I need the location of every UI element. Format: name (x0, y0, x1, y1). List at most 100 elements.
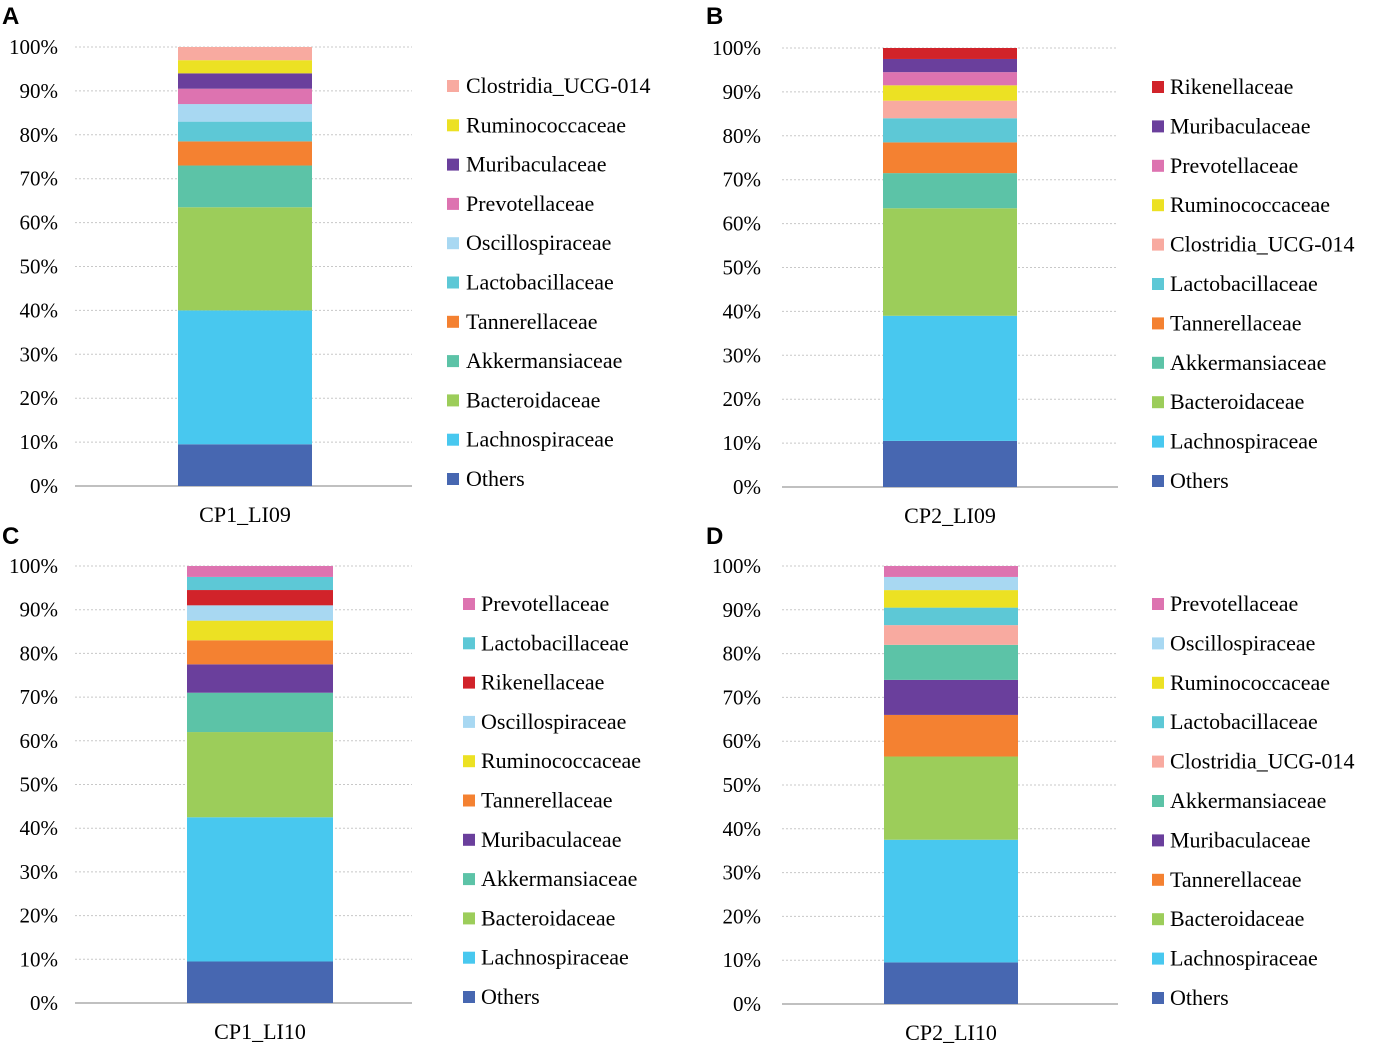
y-tick-label: 90% (20, 79, 59, 103)
bar-segment-others (884, 962, 1018, 1004)
legend-swatch (1152, 435, 1164, 448)
bar-segment-rikenellaceae (883, 48, 1017, 59)
y-tick-label: 30% (723, 343, 762, 367)
legend-swatch (1152, 598, 1164, 610)
y-tick-label: 70% (20, 167, 59, 191)
legend-swatch (1152, 676, 1164, 689)
legend-swatch (447, 237, 459, 250)
legend-label: Bacteroidaceae (1170, 906, 1304, 931)
legend-label: Akkermansiaceae (481, 866, 637, 891)
bar-segment-lactobacillaceae (884, 607, 1018, 626)
legend-label: Prevotellaceae (1170, 153, 1298, 178)
legend-label: Prevotellaceae (481, 591, 609, 616)
bar-segment-tannerellaceae (187, 640, 333, 665)
y-tick-label: 0% (733, 992, 761, 1016)
y-tick-label: 70% (723, 168, 762, 192)
y-tick-label: 40% (723, 817, 762, 841)
legend-swatch (463, 794, 475, 807)
legend-label: Muribaculaceae (466, 152, 606, 177)
legend-label: Others (466, 466, 525, 491)
legend-swatch (1152, 317, 1164, 330)
legend-label: Prevotellaceae (1170, 591, 1298, 616)
panel-letter: A (2, 3, 19, 30)
y-tick-label: 50% (723, 256, 762, 280)
bar-segment-others (178, 444, 312, 486)
bar-segment-lachnospiraceae (883, 315, 1017, 441)
bar-segment-prevotellaceae (178, 88, 312, 105)
bar-segment-lactobacillaceae (187, 576, 333, 591)
legend-swatch (1152, 755, 1164, 768)
y-tick-label: 30% (723, 861, 762, 885)
legend-swatch (463, 676, 475, 689)
legend-label: Others (1170, 985, 1229, 1010)
y-tick-label: 50% (723, 773, 762, 797)
bar-segment-bacteroidaceae (187, 732, 333, 818)
y-tick-label: 60% (20, 729, 59, 753)
legend-label: Tannerellaceae (1170, 310, 1302, 335)
bar-segment-bacteroidaceae (883, 208, 1017, 316)
legend-swatch (447, 394, 459, 407)
bar-segment-akkermansiaceae (178, 165, 312, 208)
bar-segment-akkermansiaceae (884, 644, 1018, 680)
y-tick-label: 70% (20, 685, 59, 709)
y-tick-label: 40% (20, 298, 59, 322)
legend-swatch (447, 355, 459, 368)
legend-swatch (463, 715, 475, 728)
legend-swatch (463, 598, 475, 610)
y-tick-label: 0% (30, 474, 58, 498)
legend-label: Others (481, 984, 540, 1009)
legend-swatch (1152, 356, 1164, 369)
legend-swatch (1152, 795, 1164, 807)
chart-panel-d: D 0% 10% 20% 30% 40% 50% 60% 70% 80% 90% 100% CP2_LI… (706, 523, 1355, 1045)
legend-swatch (447, 158, 459, 171)
legend-swatch (447, 433, 459, 446)
legend-label: Lachnospiraceae (1170, 429, 1318, 454)
legend-swatch (463, 833, 475, 846)
panel-letter: C (2, 523, 19, 550)
bar-segment-lachnospiraceae (884, 839, 1018, 963)
legend-swatch (1152, 159, 1164, 172)
legend-label: Muribaculaceae (1170, 113, 1310, 138)
bar-segment-rikenellaceae (187, 590, 333, 606)
legend-label: Ruminococcaceae (1170, 192, 1330, 217)
legend-label: Bacteroidaceae (466, 387, 600, 412)
legend-label: Lactobacillaceae (1170, 271, 1318, 296)
legend-swatch (1152, 834, 1164, 847)
legend-label: Lactobacillaceae (466, 270, 614, 295)
legend-label: Akkermansiaceae (466, 348, 622, 373)
bar-segment-ruminococcaceae (883, 85, 1017, 101)
legend-label: Lachnospiraceae (466, 427, 614, 452)
y-tick-label: 20% (20, 904, 59, 928)
legend-label: Oscillospiraceae (481, 709, 626, 734)
bar-segment-prevotellaceae (187, 566, 333, 577)
legend-swatch (447, 197, 459, 210)
y-tick-label: 60% (723, 212, 762, 236)
bar-segment-lachnospiraceae (187, 817, 333, 962)
legend-label: Rikenellaceae (481, 670, 604, 695)
bar-segment-lactobacillaceae (883, 118, 1017, 143)
y-tick-label: 10% (723, 948, 762, 972)
x-category-label: CP1_LI10 (214, 1019, 306, 1044)
legend-swatch (1152, 278, 1164, 290)
bar-segment-others (187, 961, 333, 1003)
legend-label: Akkermansiaceae (1170, 788, 1326, 813)
legend-label: Others (1170, 468, 1229, 493)
legend-label: Oscillospiraceae (1170, 630, 1315, 655)
legend-swatch (447, 315, 459, 328)
y-tick-label: 90% (20, 598, 59, 622)
bar-segment-prevotellaceae (884, 566, 1018, 577)
bar-segment-akkermansiaceae (187, 692, 333, 733)
y-tick-label: 30% (20, 342, 59, 366)
legend-label: Tannerellaceae (481, 788, 613, 813)
bar-segment-lactobacillaceae (178, 121, 312, 142)
legend-swatch (463, 637, 475, 650)
y-tick-label: 10% (723, 431, 762, 455)
bar-segment-bacteroidaceae (178, 207, 312, 311)
x-category-label: CP1_LI09 (199, 502, 291, 527)
chart-panel-c: C 0% 10% 20% 30% 40% 50% 60% 70% 80% 90% 100% CP1_LI… (2, 523, 641, 1044)
y-tick-label: 100% (9, 35, 58, 59)
legend-swatch (1152, 120, 1164, 133)
bar-segment-clostridia-ucg-014 (883, 100, 1017, 119)
y-tick-label: 20% (723, 904, 762, 928)
